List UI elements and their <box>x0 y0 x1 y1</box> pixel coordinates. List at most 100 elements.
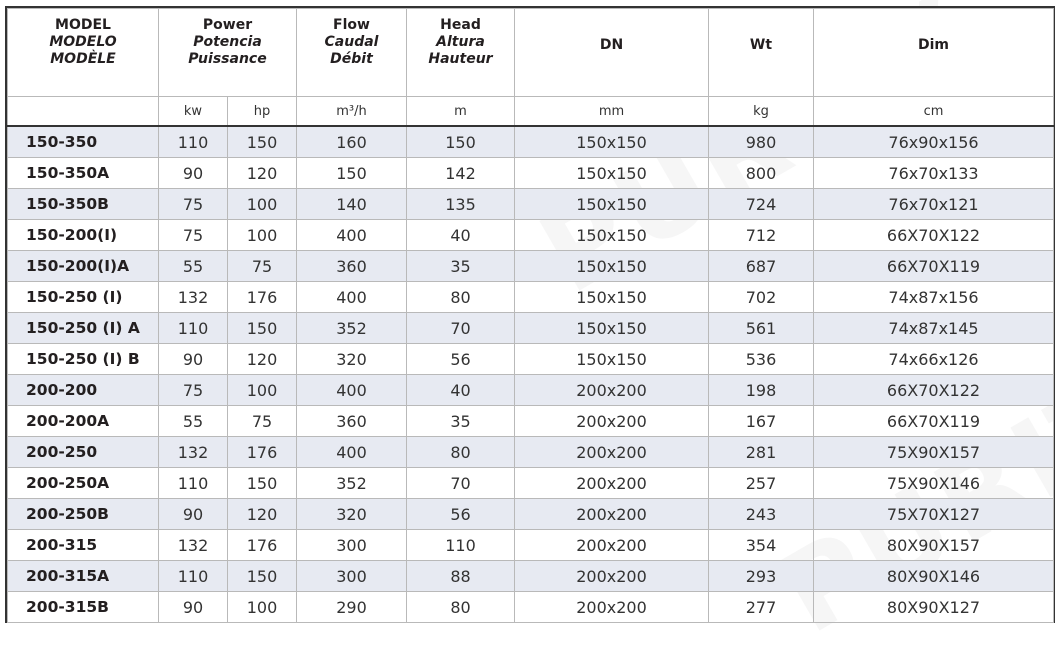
cell-model: 200-200A <box>7 405 159 437</box>
cell-model: 200-315 <box>7 529 159 561</box>
unit-kw: kw <box>158 96 228 127</box>
table-row: 150-350A 90 120 150 142 150x150 800 76x70x133 <box>7 157 1054 189</box>
cell-dimensions: 80X90X157 <box>813 529 1054 561</box>
cell-power-hp: 100 <box>227 219 297 251</box>
cell-dimensions: 74x66x126 <box>813 343 1054 375</box>
cell-dimensions: 75X70X127 <box>813 498 1054 530</box>
cell-dimensions: 66X70X122 <box>813 219 1054 251</box>
cell-power-kw: 132 <box>158 436 228 468</box>
cell-head: 142 <box>406 157 515 189</box>
cell-flow: 160 <box>296 125 407 158</box>
cell-dn: 200x200 <box>514 436 709 468</box>
cell-flow: 360 <box>296 250 407 282</box>
cell-dimensions: 75X90X146 <box>813 467 1054 499</box>
cell-weight: 687 <box>708 250 814 282</box>
header-model: MODEL MODELO MODÈLE <box>7 8 159 97</box>
cell-power-kw: 75 <box>158 188 228 220</box>
header-text: Puissance <box>188 51 267 67</box>
cell-power-kw: 110 <box>158 312 228 344</box>
header-text: Caudal <box>324 34 379 50</box>
cell-head: 88 <box>406 560 515 592</box>
cell-dimensions: 76x90x156 <box>813 125 1054 158</box>
cell-flow: 352 <box>296 312 407 344</box>
cell-head: 70 <box>406 312 515 344</box>
cell-weight: 243 <box>708 498 814 530</box>
cell-power-hp: 176 <box>227 436 297 468</box>
table-row: 150-350 110 150 160 150 150x150 980 76x90x156 <box>7 125 1054 158</box>
unit-dn: mm <box>514 96 709 127</box>
header-text: Altura <box>436 34 485 50</box>
cell-flow: 400 <box>296 436 407 468</box>
header-dn: DN <box>514 8 709 97</box>
cell-weight: 293 <box>708 560 814 592</box>
cell-dimensions: 76x70x121 <box>813 188 1054 220</box>
cell-model: 150-200(I) <box>7 219 159 251</box>
cell-power-hp: 150 <box>227 312 297 344</box>
table-row: 150-200(I)A 55 75 360 35 150x150 687 66X70X119 <box>7 250 1054 282</box>
cell-power-kw: 90 <box>158 591 228 623</box>
cell-power-kw: 132 <box>158 281 228 313</box>
header-text: MODELO <box>49 34 117 50</box>
cell-weight: 561 <box>708 312 814 344</box>
cell-dn: 200x200 <box>514 591 709 623</box>
cell-weight: 167 <box>708 405 814 437</box>
cell-head: 56 <box>406 498 515 530</box>
cell-head: 40 <box>406 374 515 406</box>
header-text: Hauteur <box>428 51 493 67</box>
cell-head: 110 <box>406 529 515 561</box>
unit-dim: cm <box>813 96 1054 127</box>
cell-dn: 200x200 <box>514 560 709 592</box>
cell-dn: 200x200 <box>514 529 709 561</box>
cell-flow: 352 <box>296 467 407 499</box>
cell-power-kw: 132 <box>158 529 228 561</box>
cell-head: 40 <box>406 219 515 251</box>
cell-dn: 200x200 <box>514 374 709 406</box>
header-text: MODEL <box>55 17 111 33</box>
cell-flow: 320 <box>296 343 407 375</box>
header-wt: Wt <box>708 8 814 97</box>
cell-power-hp: 150 <box>227 125 297 158</box>
cell-flow: 300 <box>296 560 407 592</box>
cell-dn: 200x200 <box>514 467 709 499</box>
spec-table-container: MODEL MODELO MODÈLE Power Potencia Puiss… <box>5 6 1055 623</box>
cell-weight: 281 <box>708 436 814 468</box>
header-text: Wt <box>749 37 773 53</box>
cell-model: 150-200(I)A <box>7 250 159 282</box>
cell-dimensions: 76x70x133 <box>813 157 1054 189</box>
cell-head: 80 <box>406 591 515 623</box>
table-row: 150-200(I) 75 100 400 40 150x150 712 66X70X122 <box>7 219 1054 251</box>
header-text: Flow <box>333 17 370 33</box>
header-flow: Flow Caudal Débit <box>296 8 407 97</box>
header-text: Power <box>202 17 253 33</box>
header-text: Potencia <box>193 34 262 50</box>
cell-flow: 290 <box>296 591 407 623</box>
header-head: Head Altura Hauteur <box>406 8 515 97</box>
cell-dn: 150x150 <box>514 250 709 282</box>
cell-model: 150-350B <box>7 188 159 220</box>
cell-power-kw: 90 <box>158 498 228 530</box>
cell-weight: 277 <box>708 591 814 623</box>
unit-head: m <box>406 96 515 127</box>
cell-power-hp: 100 <box>227 188 297 220</box>
cell-head: 80 <box>406 436 515 468</box>
table-row: 200-200 75 100 400 40 200x200 198 66X70X122 <box>7 374 1054 406</box>
table-row: 200-250B 90 120 320 56 200x200 243 75X70X127 <box>7 498 1054 530</box>
cell-model: 150-250 (I) A <box>7 312 159 344</box>
cell-dn: 200x200 <box>514 405 709 437</box>
cell-dimensions: 66X70X119 <box>813 250 1054 282</box>
cell-power-kw: 55 <box>158 405 228 437</box>
cell-power-kw: 110 <box>158 467 228 499</box>
cell-weight: 198 <box>708 374 814 406</box>
cell-flow: 150 <box>296 157 407 189</box>
cell-power-hp: 75 <box>227 405 297 437</box>
cell-dimensions: 80X90X146 <box>813 560 1054 592</box>
cell-model: 200-250 <box>7 436 159 468</box>
cell-dn: 150x150 <box>514 125 709 158</box>
cell-weight: 702 <box>708 281 814 313</box>
pump-spec-table: MODEL MODELO MODÈLE Power Potencia Puiss… <box>7 8 1054 623</box>
cell-power-hp: 120 <box>227 157 297 189</box>
header-dim: Dim <box>813 8 1054 97</box>
cell-flow: 400 <box>296 374 407 406</box>
cell-power-hp: 120 <box>227 498 297 530</box>
cell-dn: 150x150 <box>514 157 709 189</box>
